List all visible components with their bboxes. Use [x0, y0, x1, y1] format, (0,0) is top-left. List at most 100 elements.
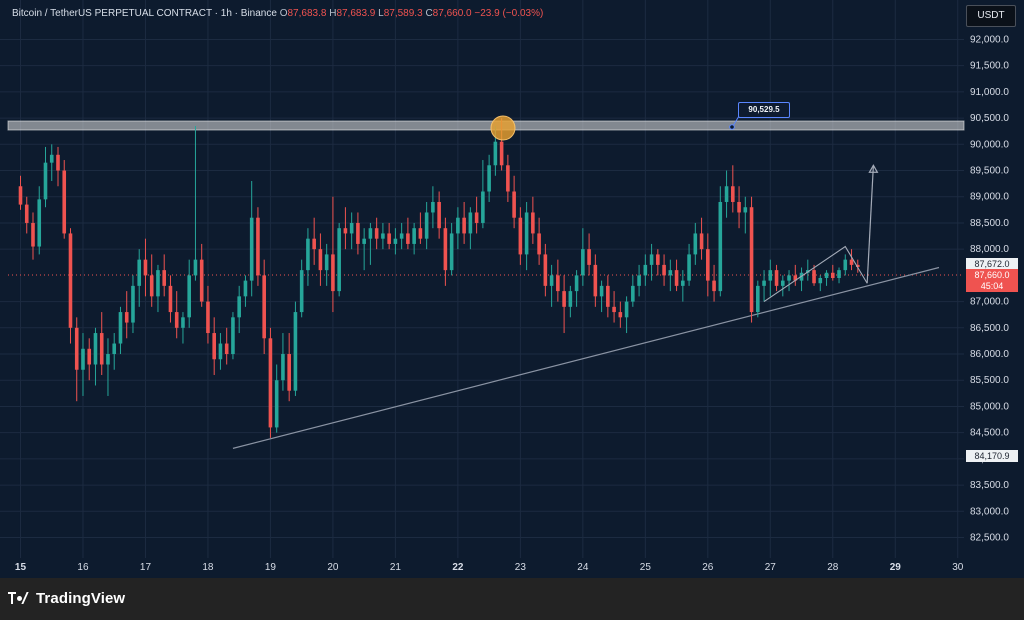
candle-body — [18, 186, 23, 205]
candle-body — [412, 228, 416, 244]
candle-body — [562, 291, 566, 307]
candle-body — [293, 312, 298, 391]
price-axis-label: 88,500.0 — [970, 218, 1009, 229]
price-axis-label: 85,500.0 — [970, 375, 1009, 386]
candle-body — [780, 280, 785, 286]
candle-body — [449, 233, 454, 271]
candle-body — [718, 201, 723, 292]
candle-body — [681, 280, 685, 286]
candlestick-series[interactable] — [18, 118, 860, 438]
candle-body — [599, 285, 604, 297]
time-axis-label: 26 — [702, 562, 714, 573]
price-chart-svg[interactable]: 15 16 17 18 19 20 21 22 23 24 25 26 27 28 29 30 92,000.… — [0, 0, 1024, 578]
candle-body — [324, 254, 329, 271]
candle-body — [106, 354, 110, 365]
candle-body — [218, 343, 223, 360]
candle-body — [768, 270, 773, 281]
candle-body — [349, 222, 354, 234]
time-axis-label: 25 — [640, 562, 652, 573]
time-axis: 15 16 17 18 19 20 21 22 23 24 25 26 27 28 29 30 — [15, 562, 964, 573]
price-axis-label: 83,000.0 — [970, 506, 1009, 517]
candle-body — [749, 207, 754, 313]
candle-body — [474, 212, 479, 223]
candle-body — [468, 212, 473, 234]
candle-body — [674, 270, 679, 286]
time-axis-label: 20 — [327, 562, 339, 573]
candle-body — [487, 165, 491, 192]
candle-body — [399, 233, 404, 239]
time-axis-label: 19 — [265, 562, 277, 573]
candle-body — [512, 191, 516, 218]
low-value: 87,589.3 — [383, 8, 423, 19]
candle-body — [168, 285, 173, 313]
candle-body — [668, 270, 673, 276]
price-axis-label: 89,500.0 — [970, 166, 1009, 177]
price-axis-label: 90,500.0 — [970, 113, 1009, 124]
candle-body — [368, 228, 373, 239]
candle-body — [656, 254, 660, 265]
candle-body — [143, 259, 148, 276]
time-axis-label: 22 — [452, 562, 464, 573]
candle-body — [62, 170, 67, 234]
candle-body — [612, 306, 616, 313]
open-value: 87,683.8 — [287, 8, 327, 19]
candle-body — [312, 238, 316, 250]
candle-body — [318, 249, 323, 271]
candle-body — [374, 228, 379, 239]
candle-body — [762, 280, 766, 286]
price-axis-label: 86,500.0 — [970, 323, 1009, 334]
candle-body — [406, 233, 410, 244]
candle-body — [187, 275, 192, 318]
candle-body — [262, 275, 266, 339]
candle-body — [31, 222, 35, 247]
footer: TradingView — [0, 578, 1024, 620]
candle-body — [137, 259, 142, 286]
price-axis-label: 91,500.0 — [970, 61, 1009, 72]
projection-triangle — [763, 245, 868, 303]
low-price-tag: 84,170.9 — [966, 450, 1018, 462]
price-axis-label: 84,500.0 — [970, 428, 1009, 439]
candle-body — [712, 280, 716, 292]
candle-body — [337, 228, 341, 292]
candle-body — [87, 348, 92, 365]
currency-button[interactable]: USDT — [966, 5, 1016, 27]
candle-body — [756, 285, 760, 313]
candle-body — [431, 201, 435, 213]
candle-body — [387, 233, 391, 244]
time-axis-label: 28 — [827, 562, 839, 573]
candle-body — [743, 207, 748, 213]
price-axis-label: 82,500.0 — [970, 533, 1009, 544]
price-axis-label: 86,000.0 — [970, 349, 1009, 360]
resistance-touch-marker — [490, 115, 516, 141]
candle-body — [249, 217, 254, 281]
candle-body — [237, 296, 241, 318]
candle-body — [343, 228, 348, 234]
candle-body — [287, 354, 291, 391]
price-axis: 92,000.0 91,500.0 91,000.0 90,500.0 90,000.0… — [970, 34, 1009, 543]
candle-body — [787, 275, 791, 281]
resistance-zone — [7, 120, 965, 131]
candle-body — [56, 154, 60, 171]
chart-panel[interactable]: 15 16 17 18 19 20 21 22 23 24 25 26 27 28 29 30 92,000.… — [0, 0, 1024, 578]
candle-body — [637, 275, 641, 286]
candle-body — [443, 228, 448, 271]
high-label: H — [329, 8, 337, 19]
candle-countdown-tag: 45:04 — [966, 280, 1018, 292]
candle-body — [855, 264, 860, 267]
candle-body — [774, 270, 779, 286]
candle-body — [506, 165, 510, 192]
open-label: O — [279, 8, 288, 19]
candle-body — [381, 233, 385, 239]
time-axis-label: 29 — [890, 562, 902, 573]
time-axis-label: 30 — [952, 562, 964, 573]
time-axis-label: 17 — [140, 562, 152, 573]
candle-body — [174, 312, 179, 328]
candle-body — [424, 212, 429, 239]
price-axis-label: 90,000.0 — [970, 139, 1009, 150]
high-value: 87,683.9 — [336, 8, 376, 19]
candle-body — [68, 233, 73, 328]
candle-body — [606, 285, 610, 307]
candle-body — [631, 285, 635, 302]
candle-body — [274, 380, 279, 428]
